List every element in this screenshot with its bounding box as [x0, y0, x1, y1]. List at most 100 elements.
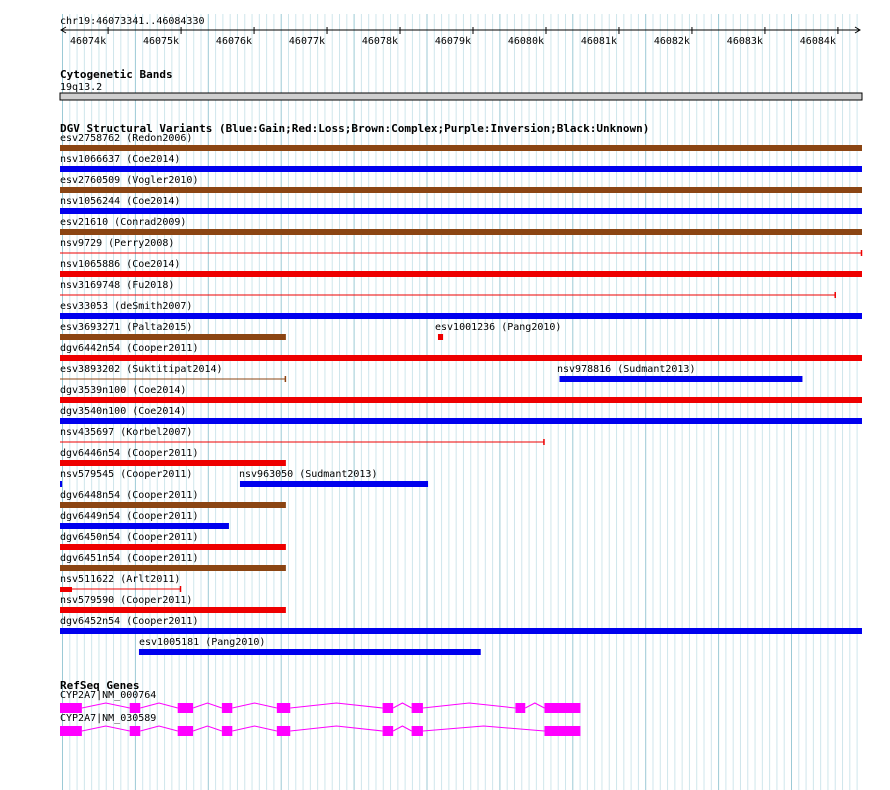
refseq-exon[interactable] [276, 703, 291, 713]
cytoband-track-title: Cytogenetic Bands [60, 68, 173, 81]
dgv-feature-bar[interactable] [437, 334, 444, 340]
dgv-feature[interactable]: nsv978816 (Sudmant2013) [557, 364, 803, 382]
dgv-feature-label: dgv6449n54 (Cooper2011) [60, 511, 198, 522]
dgv-feature[interactable]: nsv435697 (Korbel2007) [60, 427, 545, 445]
dgv-feature-bar[interactable] [60, 628, 862, 634]
dgv-feature-bar[interactable] [60, 397, 862, 403]
refseq-exon[interactable] [411, 703, 423, 713]
dgv-feature[interactable]: esv21610 (Conrad2009) [60, 217, 862, 235]
dgv-feature[interactable]: dgv6450n54 (Cooper2011) [60, 532, 286, 550]
dgv-feature-label: dgv6446n54 (Cooper2011) [60, 448, 198, 459]
dgv-feature-bar[interactable] [60, 355, 862, 361]
dgv-feature-bar[interactable] [60, 502, 286, 508]
ruler-tick-label: 46074k [70, 36, 106, 47]
dgv-feature[interactable]: nsv511622 (Arlt2011) [60, 574, 182, 592]
refseq-intron [140, 702, 178, 709]
dgv-feature-label: dgv6451n54 (Cooper2011) [60, 553, 198, 564]
dgv-feature-bar[interactable] [60, 229, 862, 235]
refseq-exon[interactable] [60, 703, 82, 713]
refseq-exon[interactable] [382, 726, 394, 736]
dgv-feature[interactable]: nsv9729 (Perry2008) [60, 238, 863, 256]
refseq-exon[interactable] [129, 726, 141, 736]
dgv-feature-bar[interactable] [60, 334, 286, 340]
dgv-feature[interactable]: dgv6449n54 (Cooper2011) [60, 511, 229, 529]
dgv-feature-bar[interactable] [60, 208, 862, 214]
refseq-intron [392, 702, 412, 709]
dgv-feature[interactable]: esv2760509 (Vogler2010) [60, 175, 862, 193]
cytoband-bar[interactable] [59, 92, 863, 101]
dgv-feature[interactable]: dgv6452n54 (Cooper2011) [60, 616, 862, 634]
cytoband-label: 19q13.2 [60, 82, 102, 93]
refseq-exon[interactable] [276, 726, 291, 736]
refseq-exon[interactable] [221, 726, 233, 736]
dgv-feature[interactable]: esv1001236 (Pang2010) [435, 322, 561, 340]
refseq-intron [290, 702, 383, 709]
dgv-feature[interactable]: esv1005181 (Pang2010) [138, 637, 481, 655]
dgv-feature-label: nsv978816 (Sudmant2013) [557, 364, 695, 375]
dgv-feature[interactable]: nsv3169748 (Fu2018) [60, 280, 836, 298]
dgv-feature-label: nsv579590 (Cooper2011) [60, 595, 192, 606]
refseq-intron [140, 725, 178, 732]
refseq-exon[interactable] [129, 703, 141, 713]
dgv-feature[interactable]: nsv1065886 (Coe2014) [60, 259, 862, 277]
dgv-feature-bar[interactable] [138, 649, 481, 655]
ruler-tick-label: 46079k [435, 36, 471, 47]
refseq-exon[interactable] [221, 703, 233, 713]
dgv-feature[interactable]: esv3893202 (Suktitipat2014) [60, 364, 287, 382]
dgv-feature[interactable]: dgv6442n54 (Cooper2011) [60, 343, 862, 361]
dgv-feature-bar[interactable] [60, 145, 862, 151]
dgv-feature-bar[interactable] [60, 460, 286, 466]
refseq-exon[interactable] [382, 703, 394, 713]
ruler-tick-label: 46081k [581, 36, 617, 47]
dgv-feature-bar[interactable] [60, 565, 286, 571]
dgv-feature-bar[interactable] [60, 187, 862, 193]
dgv-feature[interactable]: dgv6446n54 (Cooper2011) [60, 448, 286, 466]
dgv-feature[interactable]: dgv6448n54 (Cooper2011) [60, 490, 286, 508]
dgv-feature[interactable]: nsv579545 (Cooper2011) [60, 469, 192, 487]
dgv-feature-block[interactable] [60, 587, 72, 592]
dgv-feature-bar[interactable] [559, 376, 803, 382]
refseq-exon[interactable] [177, 703, 194, 713]
dgv-feature-label: dgv6450n54 (Cooper2011) [60, 532, 198, 543]
dgv-feature[interactable]: esv33053 (deSmith2007) [60, 301, 862, 319]
ruler-tick-label: 46077k [289, 36, 325, 47]
dgv-feature-bar[interactable] [60, 313, 862, 319]
refseq-exon[interactable] [411, 726, 423, 736]
dgv-feature-bar[interactable] [239, 481, 429, 487]
dgv-feature-bar[interactable] [60, 607, 286, 613]
refseq-intron [192, 725, 223, 732]
refseq-gene[interactable]: CYP2A7|NM_030589 [60, 713, 581, 736]
dgv-feature[interactable]: esv3693271 (Palta2015) [60, 322, 286, 340]
dgv-feature[interactable]: nsv1066637 (Coe2014) [60, 154, 862, 172]
dgv-feature-bar[interactable] [60, 481, 63, 487]
dgv-feature-bar[interactable] [60, 544, 286, 550]
refseq-intron [192, 702, 223, 709]
dgv-feature[interactable]: dgv3539n100 (Coe2014) [60, 385, 862, 403]
locus-label: chr19:46073341..46084330 [60, 16, 205, 27]
dgv-feature-bar[interactable] [60, 418, 862, 424]
dgv-feature[interactable]: nsv963050 (Sudmant2013) [239, 469, 429, 487]
dgv-feature-label: dgv3539n100 (Coe2014) [60, 385, 186, 396]
dgv-feature-bar[interactable] [60, 523, 229, 529]
refseq-gene[interactable]: CYP2A7|NM_000764 [60, 690, 581, 713]
dgv-feature[interactable]: nsv1056244 (Coe2014) [60, 196, 862, 214]
dgv-feature[interactable]: nsv579590 (Cooper2011) [60, 595, 286, 613]
dgv-feature-label: nsv963050 (Sudmant2013) [239, 469, 377, 480]
ruler-left-arrow-icon [60, 26, 67, 34]
dgv-feature[interactable]: esv2758762 (Redon2006) [60, 133, 862, 151]
refseq-exon[interactable] [544, 703, 581, 713]
refseq-exon[interactable] [177, 726, 194, 736]
refseq-exon[interactable] [544, 726, 581, 736]
dgv-feature-label: esv1001236 (Pang2010) [435, 322, 561, 333]
dgv-feature[interactable]: dgv3540n100 (Coe2014) [60, 406, 862, 424]
refseq-intron [290, 725, 383, 732]
dgv-feature[interactable]: dgv6451n54 (Cooper2011) [60, 553, 286, 571]
dgv-feature-bar[interactable] [60, 166, 862, 172]
refseq-exon[interactable] [60, 726, 82, 736]
refseq-exon[interactable] [515, 703, 526, 713]
refseq-gene-label: CYP2A7|NM_030589 [60, 713, 156, 724]
dgv-feature-bar[interactable] [60, 271, 862, 277]
dgv-feature-label: esv2760509 (Vogler2010) [60, 175, 198, 186]
ruler-tick-label: 46076k [216, 36, 252, 47]
